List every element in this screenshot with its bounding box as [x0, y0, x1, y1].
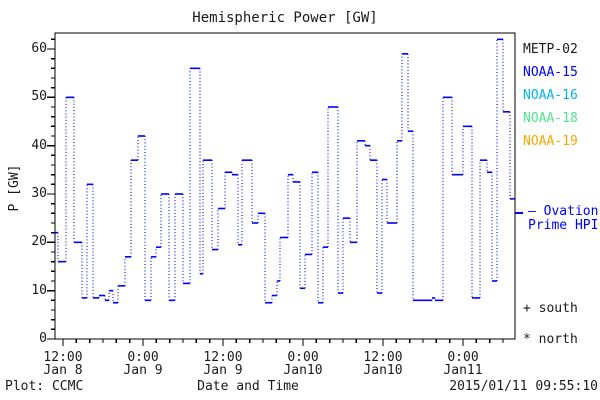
axes-frame — [47, 32, 516, 346]
x-tick-time: 0:00 — [127, 350, 159, 365]
y-tick-label: 60 — [31, 41, 47, 56]
ovation-legend-label-line2: Prime HPI — [528, 218, 599, 233]
x-axis-label: Date and Time — [197, 379, 299, 394]
y-tick-label: 10 — [31, 282, 47, 298]
legend-item-noaa-19: NOAA-19 — [523, 134, 578, 149]
chart-title: Hemispheric Power [GW] — [192, 10, 378, 26]
x-tick-label: 12:00 Jan 8 — [31, 351, 95, 377]
south-marker-label: + south — [523, 301, 578, 316]
plot-source-label: Plot: CCMC — [5, 379, 84, 394]
x-tick-date: Jan 9 — [203, 363, 243, 378]
y-tick-label: 50 — [31, 89, 47, 105]
x-tick-date: Jan 8 — [43, 363, 83, 378]
legend-item-noaa-15: NOAA-15 — [523, 65, 578, 80]
legend-item-metp-02: METP-02 — [523, 42, 578, 57]
x-tick-label: 0:00 Jan10 — [271, 351, 335, 377]
x-tick-date: Jan10 — [363, 363, 403, 378]
y-tick-label: 40 — [31, 137, 47, 153]
y-tick-label: 20 — [31, 234, 47, 250]
x-tick-time: 0:00 — [287, 350, 319, 365]
y-tick-label: 0 — [39, 331, 47, 346]
y-tick-label: 30 — [31, 186, 47, 201]
north-marker-label: * north — [523, 332, 578, 347]
x-tick-time: 0:00 — [447, 350, 479, 365]
ovation-legend-label-line1: — Ovation — [528, 204, 599, 219]
x-tick-label: 12:00 Jan10 — [351, 351, 415, 377]
x-tick-time: 12:00 — [203, 350, 243, 365]
x-tick-time: 12:00 — [43, 350, 83, 365]
x-tick-label: 12:00 Jan 9 — [191, 351, 255, 377]
x-tick-label: 0:00 Jan11 — [431, 351, 495, 377]
x-tick-date: Jan 9 — [123, 363, 163, 378]
x-tick-date: Jan10 — [283, 363, 323, 378]
ovation-legend-dash — [515, 212, 523, 214]
x-tick-label: 0:00 Jan 9 — [111, 351, 175, 377]
legend-item-noaa-18: NOAA-18 — [523, 111, 578, 126]
hpi-step-line — [55, 38, 515, 304]
x-tick-time: 12:00 — [363, 350, 403, 365]
legend-item-noaa-16: NOAA-16 — [523, 88, 578, 103]
plot-timestamp: 2015/01/11 09:55:10 — [449, 379, 598, 394]
x-tick-date: Jan11 — [443, 363, 483, 378]
